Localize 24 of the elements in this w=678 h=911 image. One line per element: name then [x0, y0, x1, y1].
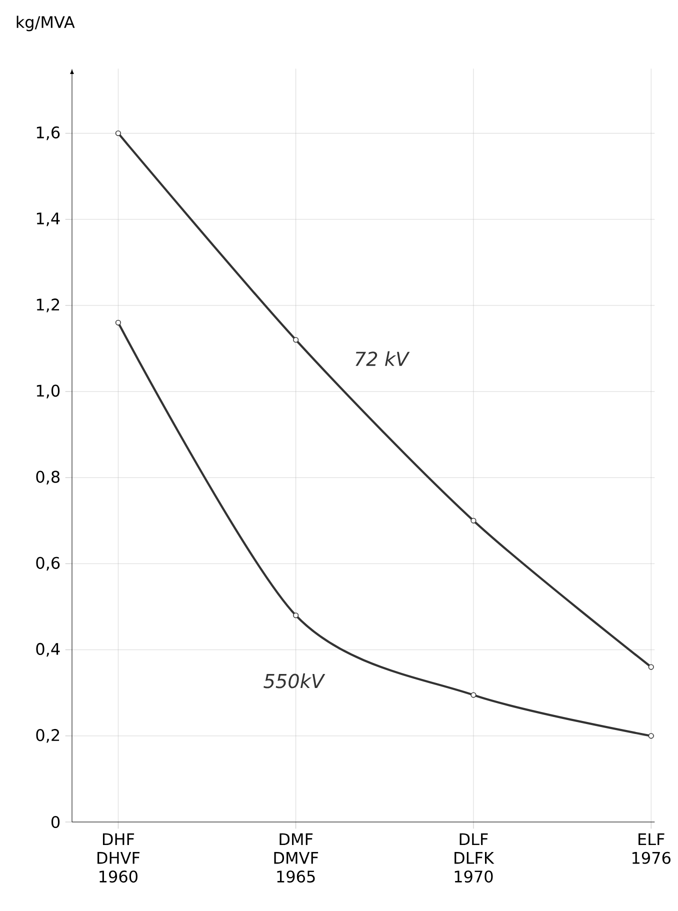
point	[115, 130, 121, 136]
point	[648, 664, 654, 670]
point	[648, 733, 654, 739]
point	[293, 337, 299, 343]
y-tick-label: 1,2	[36, 298, 60, 312]
y-tick-label: 0,2	[36, 729, 60, 743]
series-label: 72 kV	[356, 351, 410, 366]
x-tick-label: DHF DHVF 1960	[98, 833, 140, 883]
y-tick-label: 0,8	[36, 470, 60, 484]
y-axis-title: kg/MVA	[16, 16, 75, 32]
point	[470, 692, 476, 698]
y-tick-label: 1,4	[36, 212, 60, 226]
y-tick-label: 1,6	[36, 126, 60, 140]
x-tick-label: DMF DMVF 1965	[274, 833, 318, 883]
x-tick-label: ELF 1976	[632, 833, 670, 864]
point	[115, 320, 121, 326]
y-tick-label: 0	[51, 816, 60, 828]
y-tick-label: 0,4	[36, 642, 60, 657]
point	[293, 612, 299, 618]
y-tick-label: 0,6	[36, 556, 60, 571]
series-label: 550kV	[264, 673, 326, 688]
x-tick-label: DLF DLFK 1970	[454, 833, 494, 883]
point	[470, 518, 476, 524]
y-tick-label: 1,0	[36, 384, 60, 398]
